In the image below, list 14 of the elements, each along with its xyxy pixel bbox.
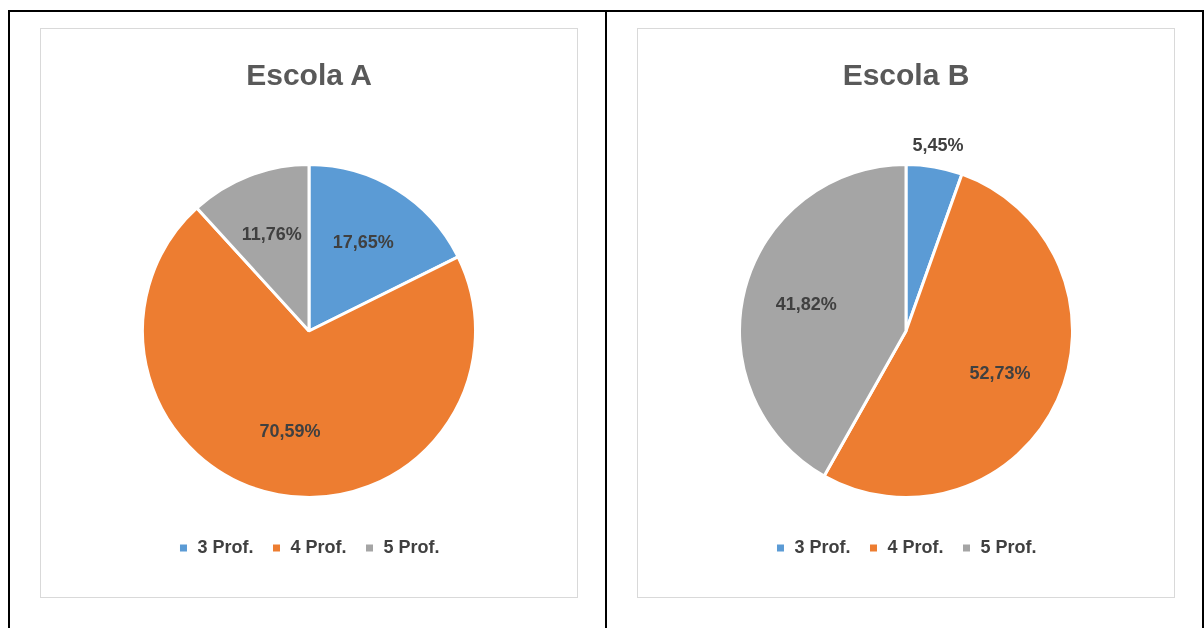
- data-label: 70,59%: [259, 421, 321, 442]
- data-label: 5,45%: [912, 134, 964, 155]
- chart-title: Escola B: [842, 58, 970, 92]
- legend-label: 3 Prof.: [197, 536, 254, 557]
- legend-label: 5 Prof.: [383, 536, 440, 557]
- data-label: 41,82%: [775, 293, 837, 314]
- legend-label: 5 Prof.: [980, 536, 1037, 557]
- legend-label: 4 Prof.: [887, 536, 944, 557]
- legend-label: 4 Prof.: [290, 536, 347, 557]
- data-label: 52,73%: [969, 362, 1031, 383]
- data-label: 11,76%: [241, 223, 302, 244]
- data-label: 17,65%: [332, 232, 394, 253]
- chart-title: Escola A: [246, 58, 372, 92]
- legend-label: 3 Prof.: [794, 536, 851, 557]
